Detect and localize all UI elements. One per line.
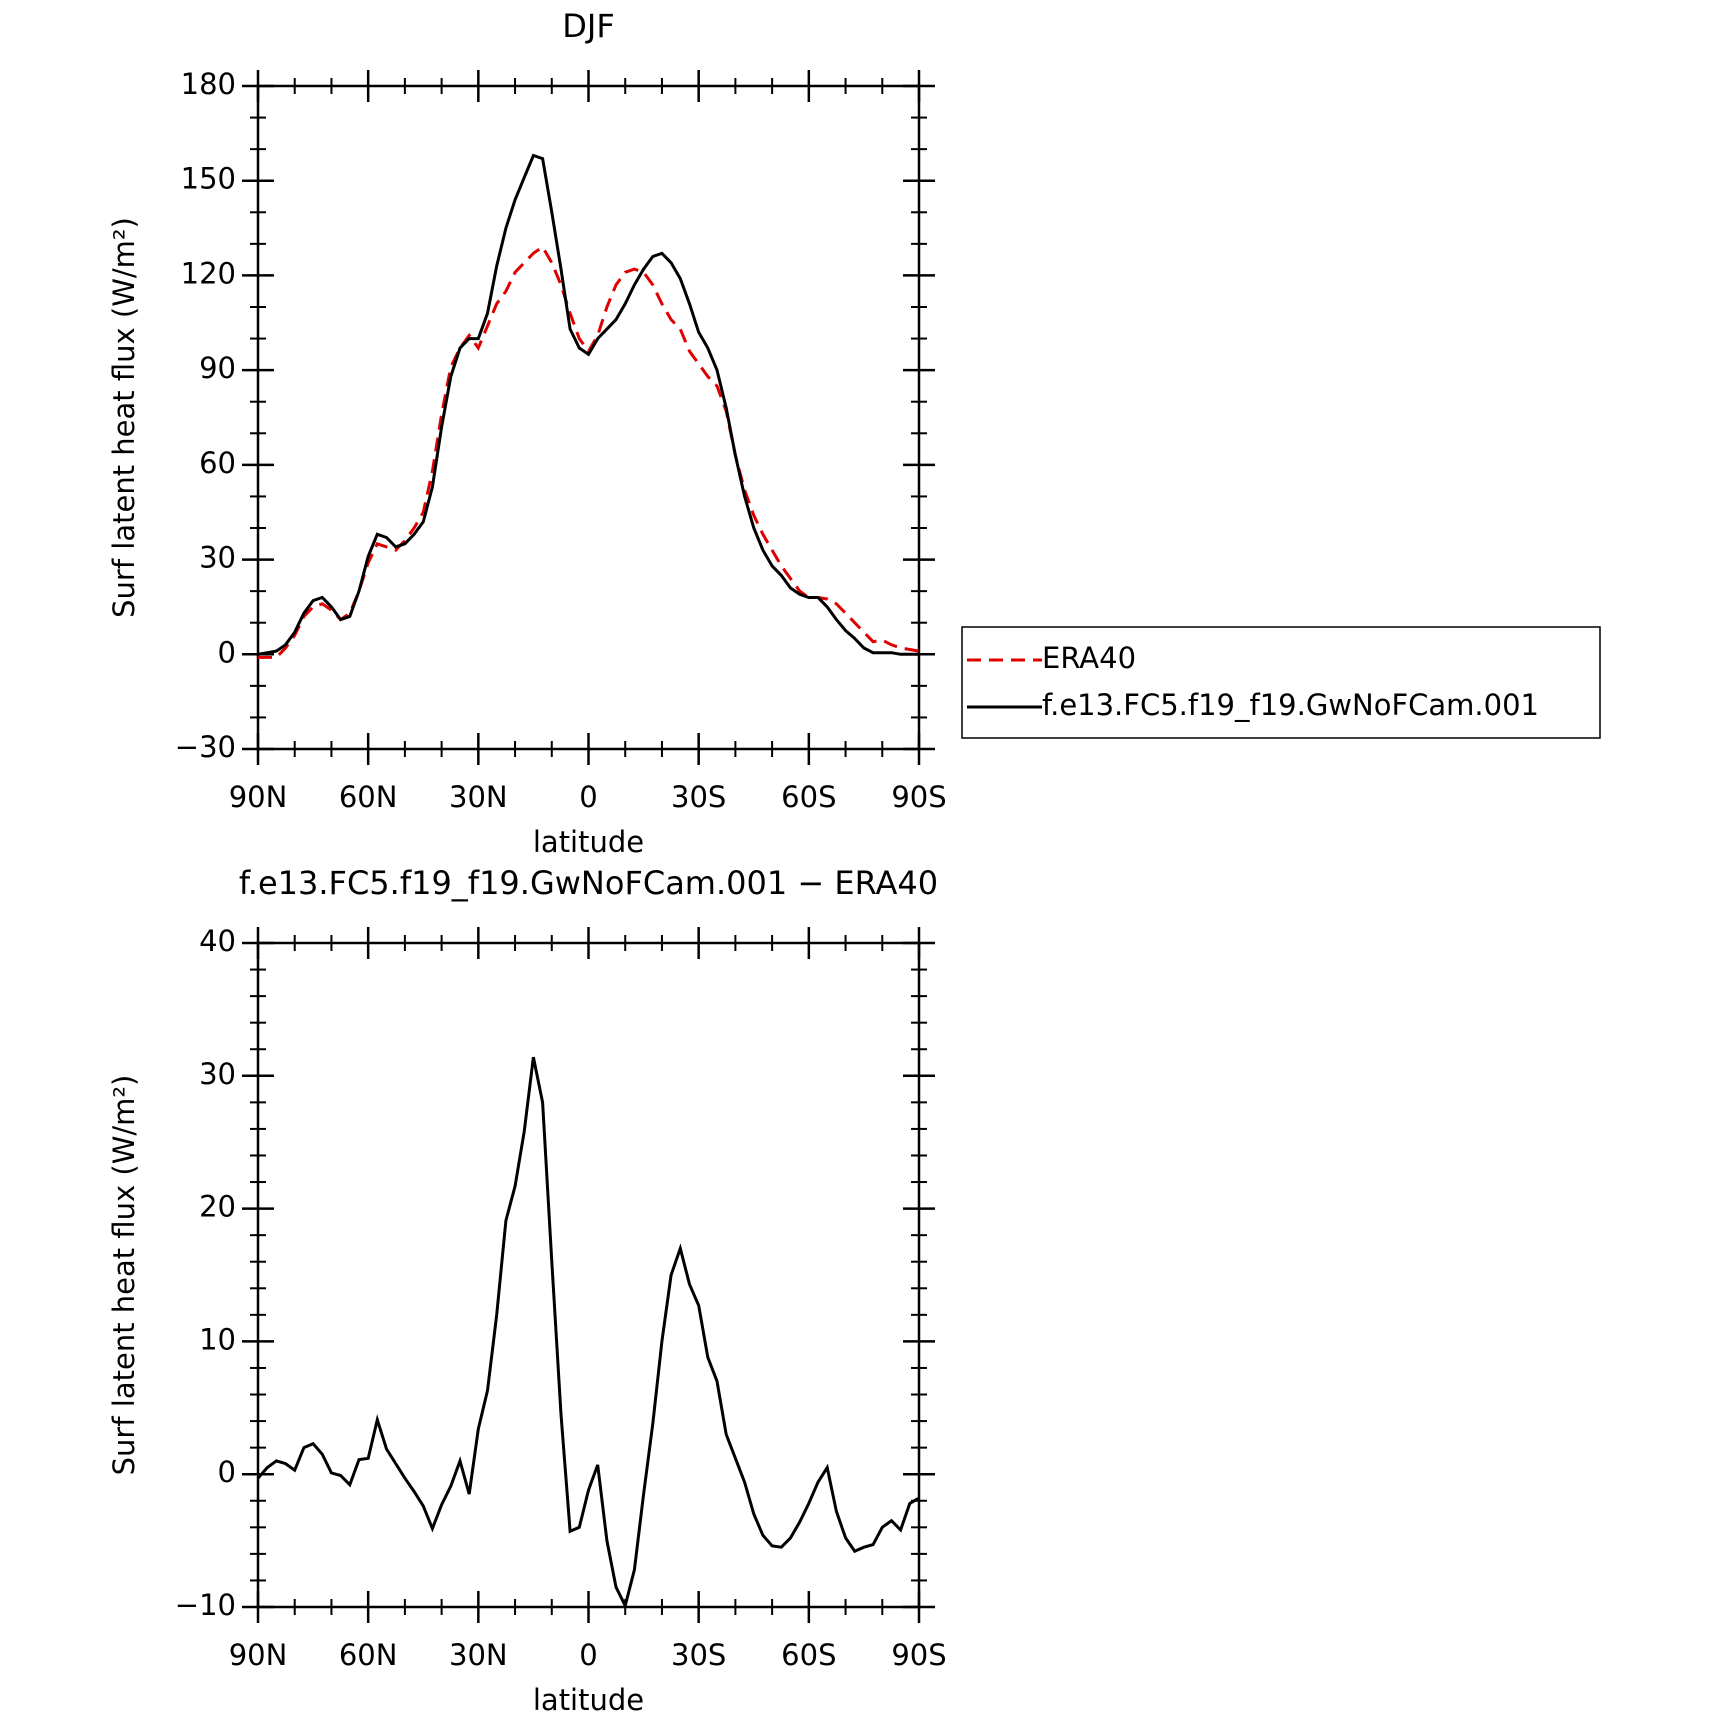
series-line: [257, 153, 919, 656]
y-tick-label: 30: [199, 541, 236, 575]
plot-frame: [256, 84, 921, 751]
y-tick-label: 90: [199, 351, 236, 385]
x-tick-label: 30N: [449, 1638, 508, 1672]
x-tick-label: 90S: [891, 1638, 946, 1672]
x-tick-label: 90S: [891, 780, 946, 814]
y-tick-label: 150: [181, 162, 236, 196]
y-axis-label: Surf latent heat flux (W/m²): [107, 217, 141, 618]
y-tick-label: 60: [199, 446, 236, 480]
legend-label: ERA40: [1042, 641, 1136, 675]
y-tick-label: 180: [181, 67, 236, 101]
y-axis-label: Surf latent heat flux (W/m²): [107, 1075, 141, 1476]
series-line: [258, 244, 920, 659]
chart-title: f.e13.FC5.f19_f19.GwNoFCam.001 − ERA40: [239, 864, 938, 902]
y-tick-label: 0: [218, 1455, 236, 1489]
x-tick-label: 60N: [339, 1638, 398, 1672]
series-line: [256, 1056, 920, 1610]
x-axis-label: latitude: [533, 1683, 644, 1717]
y-tick-label: 40: [199, 924, 236, 958]
x-axis-label: latitude: [533, 825, 644, 859]
x-tick-label: 60S: [781, 1638, 836, 1672]
y-tick-label: 0: [218, 635, 236, 669]
y-tick-label: −30: [175, 730, 236, 764]
plot-frame: [256, 941, 921, 1609]
y-tick-label: −10: [175, 1588, 236, 1622]
legend-box: [961, 626, 1601, 739]
x-tick-label: 60S: [781, 780, 836, 814]
x-tick-label: 30S: [671, 780, 726, 814]
y-tick-label: 120: [181, 256, 236, 290]
x-tick-label: 30N: [449, 780, 508, 814]
chart-title: DJF: [562, 7, 614, 45]
y-tick-label: 20: [199, 1190, 236, 1224]
legend-label: f.e13.FC5.f19_f19.GwNoFCam.001: [1042, 688, 1539, 722]
x-tick-label: 90N: [229, 780, 288, 814]
y-tick-label: 30: [199, 1057, 236, 1091]
x-tick-label: 0: [579, 1638, 597, 1672]
x-tick-label: 30S: [671, 1638, 726, 1672]
x-tick-label: 90N: [229, 1638, 288, 1672]
y-tick-label: 10: [199, 1322, 236, 1356]
x-tick-label: 60N: [339, 780, 398, 814]
x-tick-label: 0: [579, 780, 597, 814]
